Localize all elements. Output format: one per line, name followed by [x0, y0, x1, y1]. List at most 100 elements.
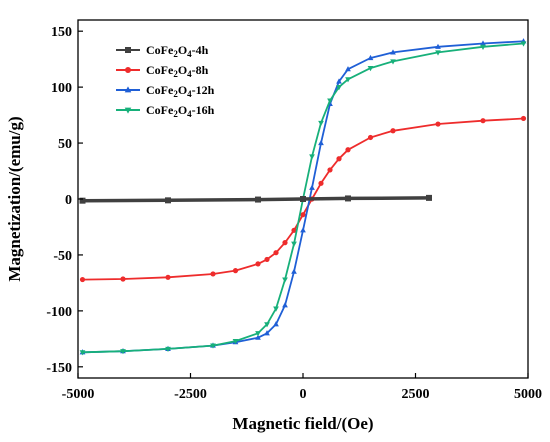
data-point	[318, 180, 324, 186]
plot-layer	[79, 38, 527, 356]
data-point	[309, 184, 315, 190]
y-axis-title: Magnetization/(emu/g)	[5, 116, 24, 281]
legend-label-part: O	[178, 43, 187, 57]
data-point	[520, 41, 527, 47]
data-point	[367, 54, 374, 61]
legend-swatch-marker	[124, 86, 132, 93]
x-axis-title: Magnetic field/(Oe)	[232, 414, 373, 433]
legend-item: CoFe2O4-16h	[116, 103, 215, 119]
data-point	[345, 195, 351, 202]
legend-label: CoFe2O4-16h	[146, 103, 215, 119]
data-point	[345, 77, 351, 83]
data-point	[435, 50, 441, 56]
data-point	[291, 227, 297, 233]
legend-label-subscript: 4	[187, 89, 192, 99]
data-point	[210, 271, 216, 277]
legend-label-part: CoFe	[146, 63, 174, 77]
y-tick-label: -150	[46, 361, 72, 376]
legend-label-part: O	[178, 83, 187, 97]
y-tick-label: 150	[51, 25, 72, 40]
legend-label-subscript: 2	[173, 69, 178, 79]
ticks-layer: -5000 -2500 0 2500 5000 -150 -100 -50 0 50 100 150	[46, 25, 542, 402]
series-1	[79, 115, 527, 283]
data-point	[300, 212, 306, 218]
legend-label-subscript: 4	[187, 49, 192, 59]
legend: CoFe2O4-4hCoFe2O4-8hCoFe2O4-12hCoFe2O4-1…	[116, 43, 215, 119]
legend-item: CoFe2O4-8h	[116, 63, 209, 79]
x-tick-label: -5000	[62, 387, 95, 402]
data-point	[282, 302, 288, 308]
data-point	[232, 339, 239, 345]
legend-swatch-marker	[125, 47, 131, 53]
y-tick-label: -100	[46, 305, 72, 320]
legend-label-subscript: 2	[173, 109, 178, 119]
data-point	[120, 349, 126, 355]
y-tick-label: 0	[65, 193, 72, 208]
data-point	[390, 49, 396, 55]
data-point	[520, 115, 527, 122]
legend-label-subscript: 2	[173, 89, 178, 99]
legend-item: CoFe2O4-12h	[116, 83, 215, 99]
data-point	[273, 321, 279, 327]
data-point	[318, 139, 324, 146]
data-point	[282, 240, 288, 246]
data-point	[345, 147, 351, 153]
data-point	[210, 343, 216, 349]
legend-swatch-marker	[124, 107, 132, 114]
data-point	[390, 128, 396, 134]
legend-swatch-marker	[125, 67, 131, 73]
data-point	[367, 134, 374, 141]
data-point	[291, 268, 297, 274]
data-point	[264, 256, 270, 263]
data-point	[165, 274, 171, 280]
legend-label-subscript: 2	[173, 49, 178, 59]
data-point	[282, 277, 288, 283]
x-tick-label: 5000	[514, 387, 542, 402]
y-tick-label: 100	[51, 81, 72, 96]
legend-label-part: -16h	[192, 103, 215, 117]
data-point	[480, 40, 486, 46]
data-point	[336, 156, 342, 162]
data-point	[318, 120, 324, 127]
data-point	[390, 59, 396, 65]
data-point	[264, 330, 270, 336]
data-point	[367, 66, 374, 72]
series-0	[79, 194, 432, 204]
y-tick-label: 50	[58, 137, 72, 152]
data-point	[336, 85, 342, 91]
data-point	[255, 261, 261, 267]
data-point	[232, 268, 239, 274]
data-point	[435, 121, 441, 127]
legend-label-part: CoFe	[146, 83, 174, 97]
legend-label: CoFe2O4-12h	[146, 83, 215, 99]
legend-label: CoFe2O4-4h	[146, 43, 209, 59]
legend-label: CoFe2O4-8h	[146, 63, 209, 79]
data-point	[165, 197, 171, 204]
legend-label-part: -8h	[192, 63, 209, 77]
y-tick-label: -50	[53, 249, 72, 264]
data-point	[255, 331, 261, 337]
x-tick-label: -2500	[174, 387, 207, 402]
data-point	[79, 197, 86, 204]
x-tick-label: 0	[300, 387, 307, 402]
legend-label-part: CoFe	[146, 43, 174, 57]
data-point	[480, 44, 486, 50]
data-point	[480, 118, 486, 124]
data-point	[309, 154, 315, 160]
legend-item: CoFe2O4-4h	[116, 43, 209, 59]
data-point	[327, 98, 333, 104]
legend-label-part: O	[178, 63, 187, 77]
data-point	[300, 196, 306, 202]
data-point	[273, 306, 279, 312]
legend-label-subscript: 4	[187, 109, 192, 119]
legend-label-part: CoFe	[146, 103, 174, 117]
data-point	[79, 350, 86, 356]
data-point	[264, 322, 270, 328]
series-line	[82, 196, 430, 203]
legend-label-part: O	[178, 103, 187, 117]
legend-label-part: -12h	[192, 83, 215, 97]
data-point	[300, 227, 306, 233]
legend-label-part: -4h	[192, 43, 209, 57]
